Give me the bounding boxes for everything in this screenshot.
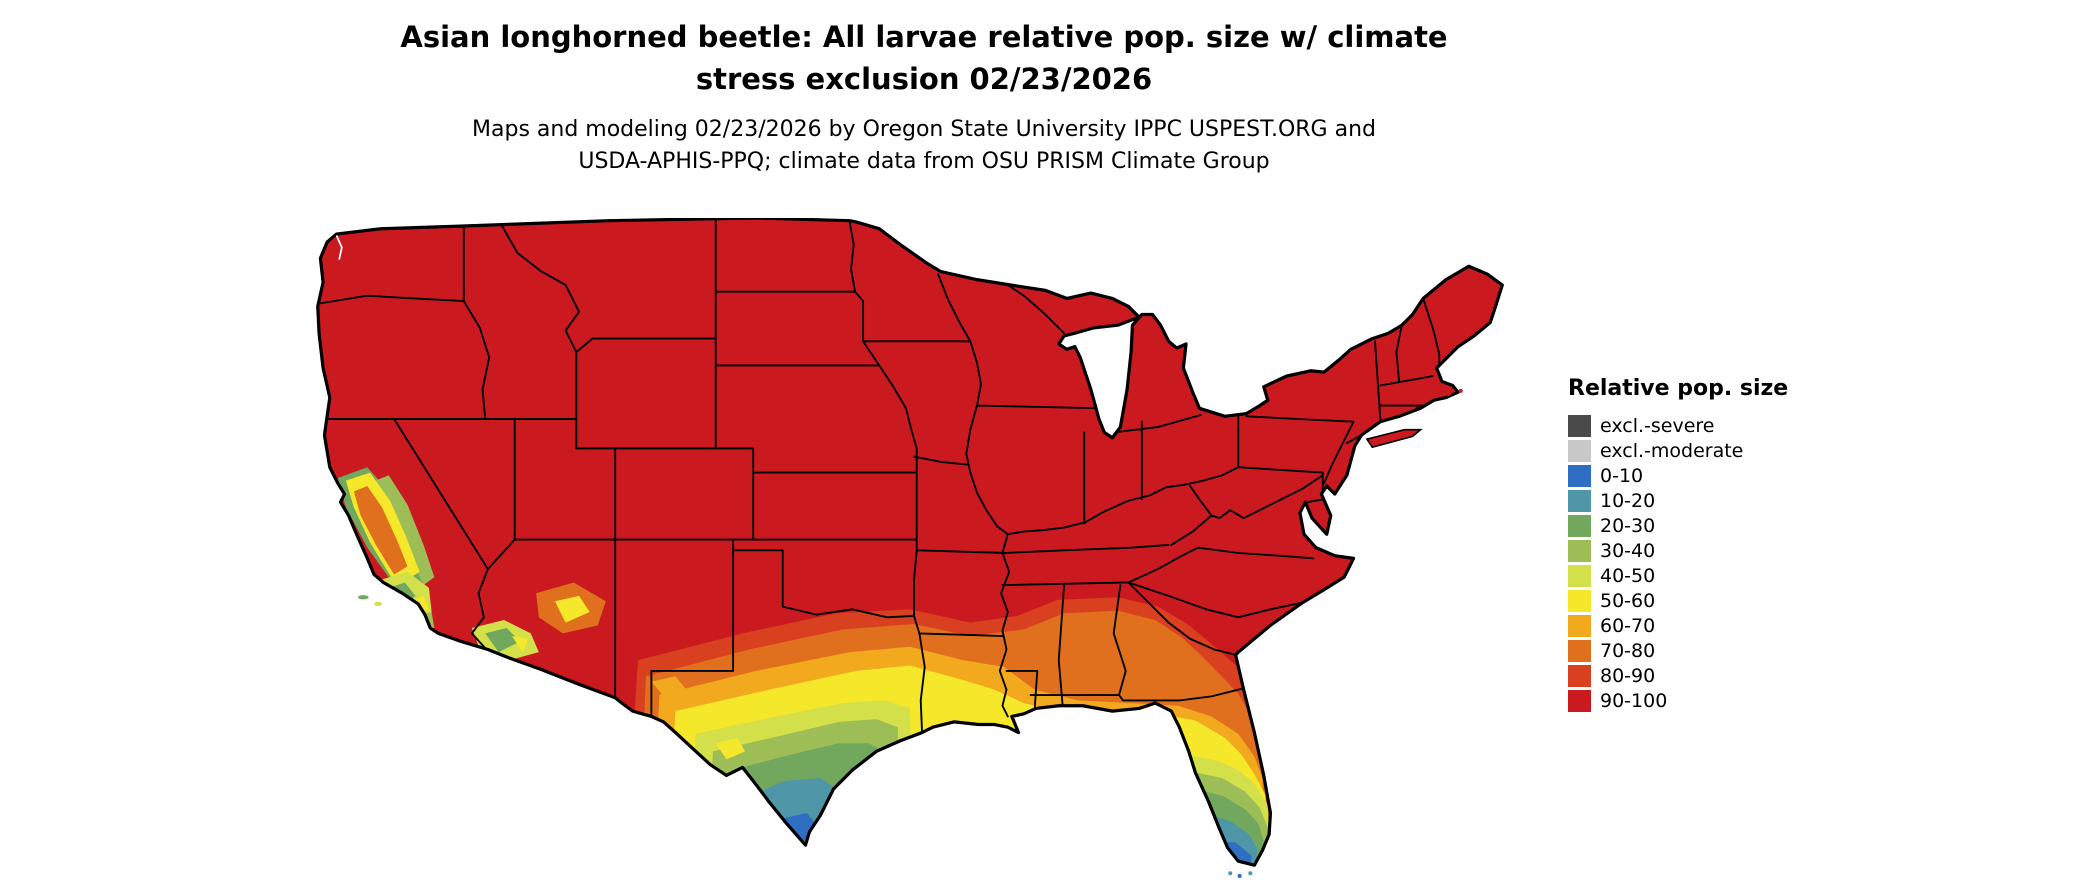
legend-label: 40-50 bbox=[1600, 564, 1656, 587]
legend-label: excl.-severe bbox=[1600, 414, 1715, 437]
legend-row: 20-30 bbox=[1568, 513, 1818, 538]
legend-swatch bbox=[1568, 689, 1591, 712]
legend-label: 30-40 bbox=[1600, 539, 1656, 562]
legend-row: 40-50 bbox=[1568, 563, 1818, 588]
legend-label: 80-90 bbox=[1600, 664, 1656, 687]
channel-island bbox=[374, 601, 383, 606]
florida-keys-dot bbox=[1228, 871, 1233, 876]
legend-label: 0-10 bbox=[1600, 464, 1644, 487]
patch-50-60-yuma bbox=[512, 636, 529, 653]
florida-keys-dot bbox=[1237, 873, 1242, 878]
legend-swatch bbox=[1568, 589, 1591, 612]
legend-label: excl.-moderate bbox=[1600, 439, 1744, 462]
map-title-line2: stress exclusion 02/23/2026 bbox=[695, 62, 1153, 97]
legend-row: 50-60 bbox=[1568, 588, 1818, 613]
legend-row: excl.-moderate bbox=[1568, 438, 1818, 463]
map-fill-layers bbox=[317, 218, 1503, 866]
nantucket-island bbox=[1446, 391, 1452, 396]
map-subtitle: Maps and modeling 02/23/2026 by Oregon S… bbox=[0, 114, 1848, 178]
us-outline bbox=[316, 218, 1504, 867]
patch-20-30-yuma bbox=[485, 628, 521, 653]
legend-swatch bbox=[1568, 564, 1591, 587]
legend-rows: excl.-severe excl.-moderate 0-10 10-20 2… bbox=[1568, 413, 1818, 713]
legend-swatch bbox=[1568, 514, 1591, 537]
legend-swatch bbox=[1568, 614, 1591, 637]
us-map bbox=[300, 218, 1520, 888]
legend-row: 60-70 bbox=[1568, 613, 1818, 638]
legend: Relative pop. size excl.-severe excl.-mo… bbox=[1568, 376, 1818, 713]
legend-swatch bbox=[1568, 664, 1591, 687]
legend-row: 90-100 bbox=[1568, 688, 1818, 713]
state-borders bbox=[317, 219, 1441, 734]
legend-row: 30-40 bbox=[1568, 538, 1818, 563]
patch-70-80-central-valley bbox=[353, 486, 408, 575]
patch-50-60-central-arizona bbox=[554, 595, 590, 623]
region-base-90-100 bbox=[317, 218, 1503, 866]
map-subtitle-line1: Maps and modeling 02/23/2026 by Oregon S… bbox=[472, 117, 1376, 143]
long-island bbox=[1365, 428, 1423, 449]
legend-swatch bbox=[1568, 414, 1591, 437]
legend-title: Relative pop. size bbox=[1568, 376, 1789, 401]
patch-60-70-new-mexico-border bbox=[651, 676, 687, 698]
map-title: Asian longhorned beetle: All larvae rela… bbox=[0, 16, 1848, 100]
channel-island bbox=[357, 595, 369, 600]
legend-label: 60-70 bbox=[1600, 614, 1656, 637]
legend-label: 70-80 bbox=[1600, 639, 1656, 662]
us-map-svg bbox=[316, 218, 1504, 878]
legend-swatch bbox=[1568, 539, 1591, 562]
title-block: Asian longhorned beetle: All larvae rela… bbox=[0, 16, 1848, 178]
legend-row: 10-20 bbox=[1568, 488, 1818, 513]
legend-swatch bbox=[1568, 489, 1591, 512]
legend-label: 50-60 bbox=[1600, 589, 1656, 612]
legend-row: 80-90 bbox=[1568, 663, 1818, 688]
marthas-vineyard-island bbox=[1458, 388, 1463, 393]
florida-keys-dot bbox=[1248, 871, 1253, 876]
legend-row: excl.-severe bbox=[1568, 413, 1818, 438]
legend-label: 90-100 bbox=[1600, 689, 1668, 712]
legend-swatch bbox=[1568, 639, 1591, 662]
map-subtitle-line2: USDA-APHIS-PPQ; climate data from OSU PR… bbox=[578, 148, 1270, 174]
puget-sound bbox=[335, 235, 343, 260]
legend-row: 70-80 bbox=[1568, 638, 1818, 663]
patch-50-60-big-bend bbox=[715, 737, 746, 760]
legend-label: 20-30 bbox=[1600, 514, 1656, 537]
legend-label: 10-20 bbox=[1600, 489, 1656, 512]
legend-swatch bbox=[1568, 464, 1591, 487]
legend-row: 0-10 bbox=[1568, 463, 1818, 488]
map-title-line1: Asian longhorned beetle: All larvae rela… bbox=[400, 20, 1448, 54]
legend-swatch bbox=[1568, 439, 1591, 462]
